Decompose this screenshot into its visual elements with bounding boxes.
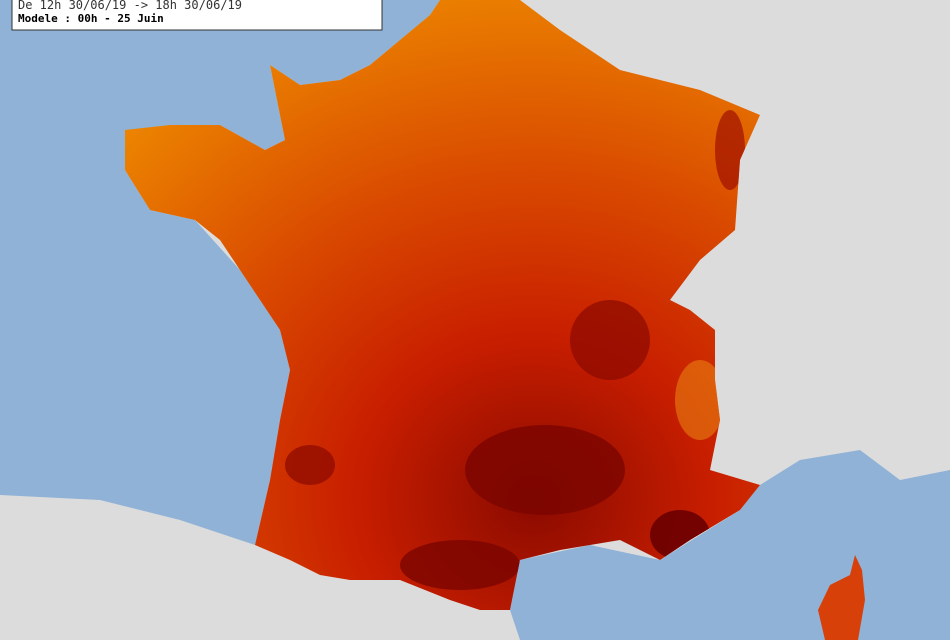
legend-line2: Modele : 00h - 25 Juin bbox=[18, 12, 164, 25]
corsica bbox=[818, 555, 865, 640]
legend-box bbox=[11, 0, 383, 31]
legend-line1: De 12h 30/06/19 -> 18h 30/06/19 bbox=[18, 0, 242, 12]
atlantic-sea bbox=[0, 0, 440, 545]
